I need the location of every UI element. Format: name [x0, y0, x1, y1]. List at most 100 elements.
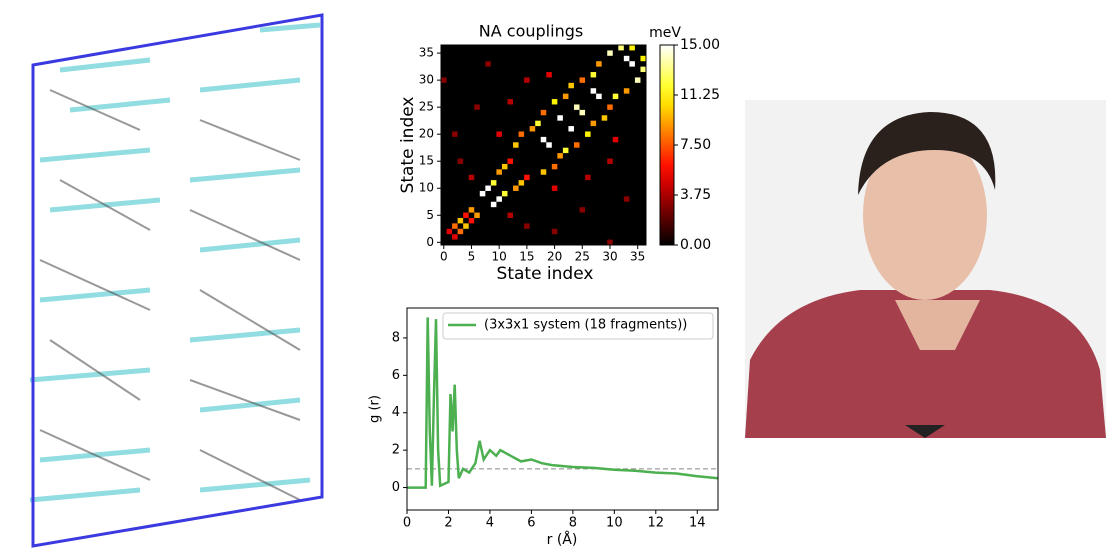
heatmap-cell	[446, 228, 453, 235]
heatmap-cell	[490, 201, 497, 208]
heatmap-cell	[463, 212, 469, 218]
heatmap-cell	[513, 142, 519, 148]
heatmap-cell	[585, 131, 591, 137]
colorbar-tick-label: 0.00	[680, 237, 711, 253]
heatmap-cell	[546, 72, 552, 78]
heatmap-cell	[479, 190, 486, 197]
heatmap-cell	[590, 88, 597, 94]
heatmap-cell	[496, 131, 502, 137]
y-tick-label: 6	[392, 368, 400, 383]
heatmap-cell	[607, 239, 613, 245]
x-axis-label: r (Å)	[547, 531, 578, 548]
y-tick-label: 10	[419, 181, 434, 195]
heatmap-cell	[557, 115, 563, 121]
heatmap-cell	[596, 93, 602, 100]
heatmap-cell	[546, 142, 552, 148]
y-tick-label: 4	[392, 405, 400, 420]
heatmap-cell	[612, 93, 619, 100]
plot-frame	[440, 44, 647, 246]
x-tick-label: 12	[648, 516, 665, 531]
heatmap-cell	[612, 136, 619, 143]
line-chart: (3x3x1 system (18 fragments)) 0 2 4 6 8 10 12 14…	[368, 307, 719, 548]
heatmap-cell	[551, 99, 558, 105]
heatmap-cell	[629, 61, 635, 67]
heatmap-cell	[607, 104, 613, 110]
heatmap-cell	[457, 228, 464, 235]
heatmap-cell	[524, 77, 530, 83]
heatmap-cell	[474, 212, 480, 218]
colorbar-unit: meV	[649, 25, 681, 41]
heatmap-cell	[585, 174, 591, 181]
legend-label: (3x3x1 system (18 fragments))	[484, 318, 687, 333]
heatmap-cell	[623, 196, 630, 202]
heatmap-cell	[640, 55, 646, 62]
y-tick-label: 30	[419, 73, 434, 87]
heatmap-chart: 0 5 10 15 20 25 30 35 0 5 10 15 20 25 30 35 NA couplings…	[398, 22, 720, 285]
y-axis-label: g (r)	[368, 395, 383, 423]
heatmap-cell	[485, 185, 491, 191]
y-tick-label: 0	[426, 235, 434, 249]
legend-box	[442, 312, 714, 340]
heatmap-cell	[518, 131, 525, 137]
heatmap-cell	[579, 109, 586, 116]
heatmap-cell	[540, 109, 547, 116]
heatmap-cell	[607, 158, 613, 164]
x-tick-label: 20	[547, 250, 562, 264]
heatmap-cell	[579, 77, 586, 83]
heatmap-cell	[452, 234, 458, 240]
portrait-photo	[745, 100, 1106, 438]
heatmap-cell	[590, 72, 597, 78]
heatmap-cell	[623, 88, 630, 94]
colorbar-tick-label: 7.50	[680, 137, 711, 153]
heatmap-cell	[468, 174, 475, 181]
x-tick-label: 0	[403, 516, 411, 531]
x-tick-label: 5	[468, 250, 476, 264]
y-tick-label: 2	[392, 443, 400, 458]
heatmap-cell	[501, 163, 508, 170]
heatmap-cell	[468, 207, 475, 213]
heatmap-cell	[496, 196, 502, 202]
y-tick-label: 5	[426, 208, 434, 222]
plot-background	[441, 45, 646, 245]
heatmap-cell	[496, 169, 502, 175]
heatmap-cell	[524, 223, 530, 229]
heatmap-cell	[607, 50, 613, 56]
heatmap-cell	[557, 153, 563, 159]
heatmap-cell	[452, 131, 458, 137]
x-tick-label: 35	[630, 250, 645, 264]
heatmap-cell	[640, 66, 646, 73]
heatmap-cell	[568, 126, 574, 132]
heatmap-cell	[490, 180, 497, 186]
colorbar-tick-label: 3.75	[680, 187, 711, 203]
colorbar-tick-label: 15.00	[680, 37, 720, 53]
heatmap-cell	[573, 142, 580, 148]
heatmap-cell	[507, 99, 514, 105]
heatmap-cell	[524, 174, 530, 181]
heatmap-cell	[579, 207, 586, 213]
heatmap-cell	[501, 190, 508, 197]
x-tick-label: 10	[492, 250, 507, 264]
heatmap-cell	[562, 93, 569, 100]
colorbar-tick-label: 11.25	[680, 87, 720, 103]
y-tick-label: 35	[419, 46, 434, 60]
x-tick-label: 30	[602, 250, 617, 264]
heatmap-cell	[529, 126, 536, 132]
heatmap-cell	[507, 212, 514, 218]
heatmap-cell	[551, 185, 558, 191]
y-tick-label: 15	[419, 154, 434, 168]
y-tick-label: 20	[419, 127, 434, 141]
plot-frame	[406, 307, 719, 511]
heatmap-cell	[601, 115, 608, 121]
x-tick-label: 0	[440, 250, 448, 264]
x-tick-label: 8	[569, 516, 577, 531]
colorbar	[659, 44, 675, 246]
x-axis-label: State index	[497, 264, 594, 284]
heatmap-cell	[551, 163, 558, 170]
heatmap-cell	[474, 104, 480, 110]
data-line	[407, 317, 719, 489]
heatmap-cell	[518, 180, 525, 186]
x-tick-label: 2	[444, 516, 452, 531]
heatmap-cell	[596, 61, 602, 67]
heatmap-cell	[535, 120, 541, 127]
